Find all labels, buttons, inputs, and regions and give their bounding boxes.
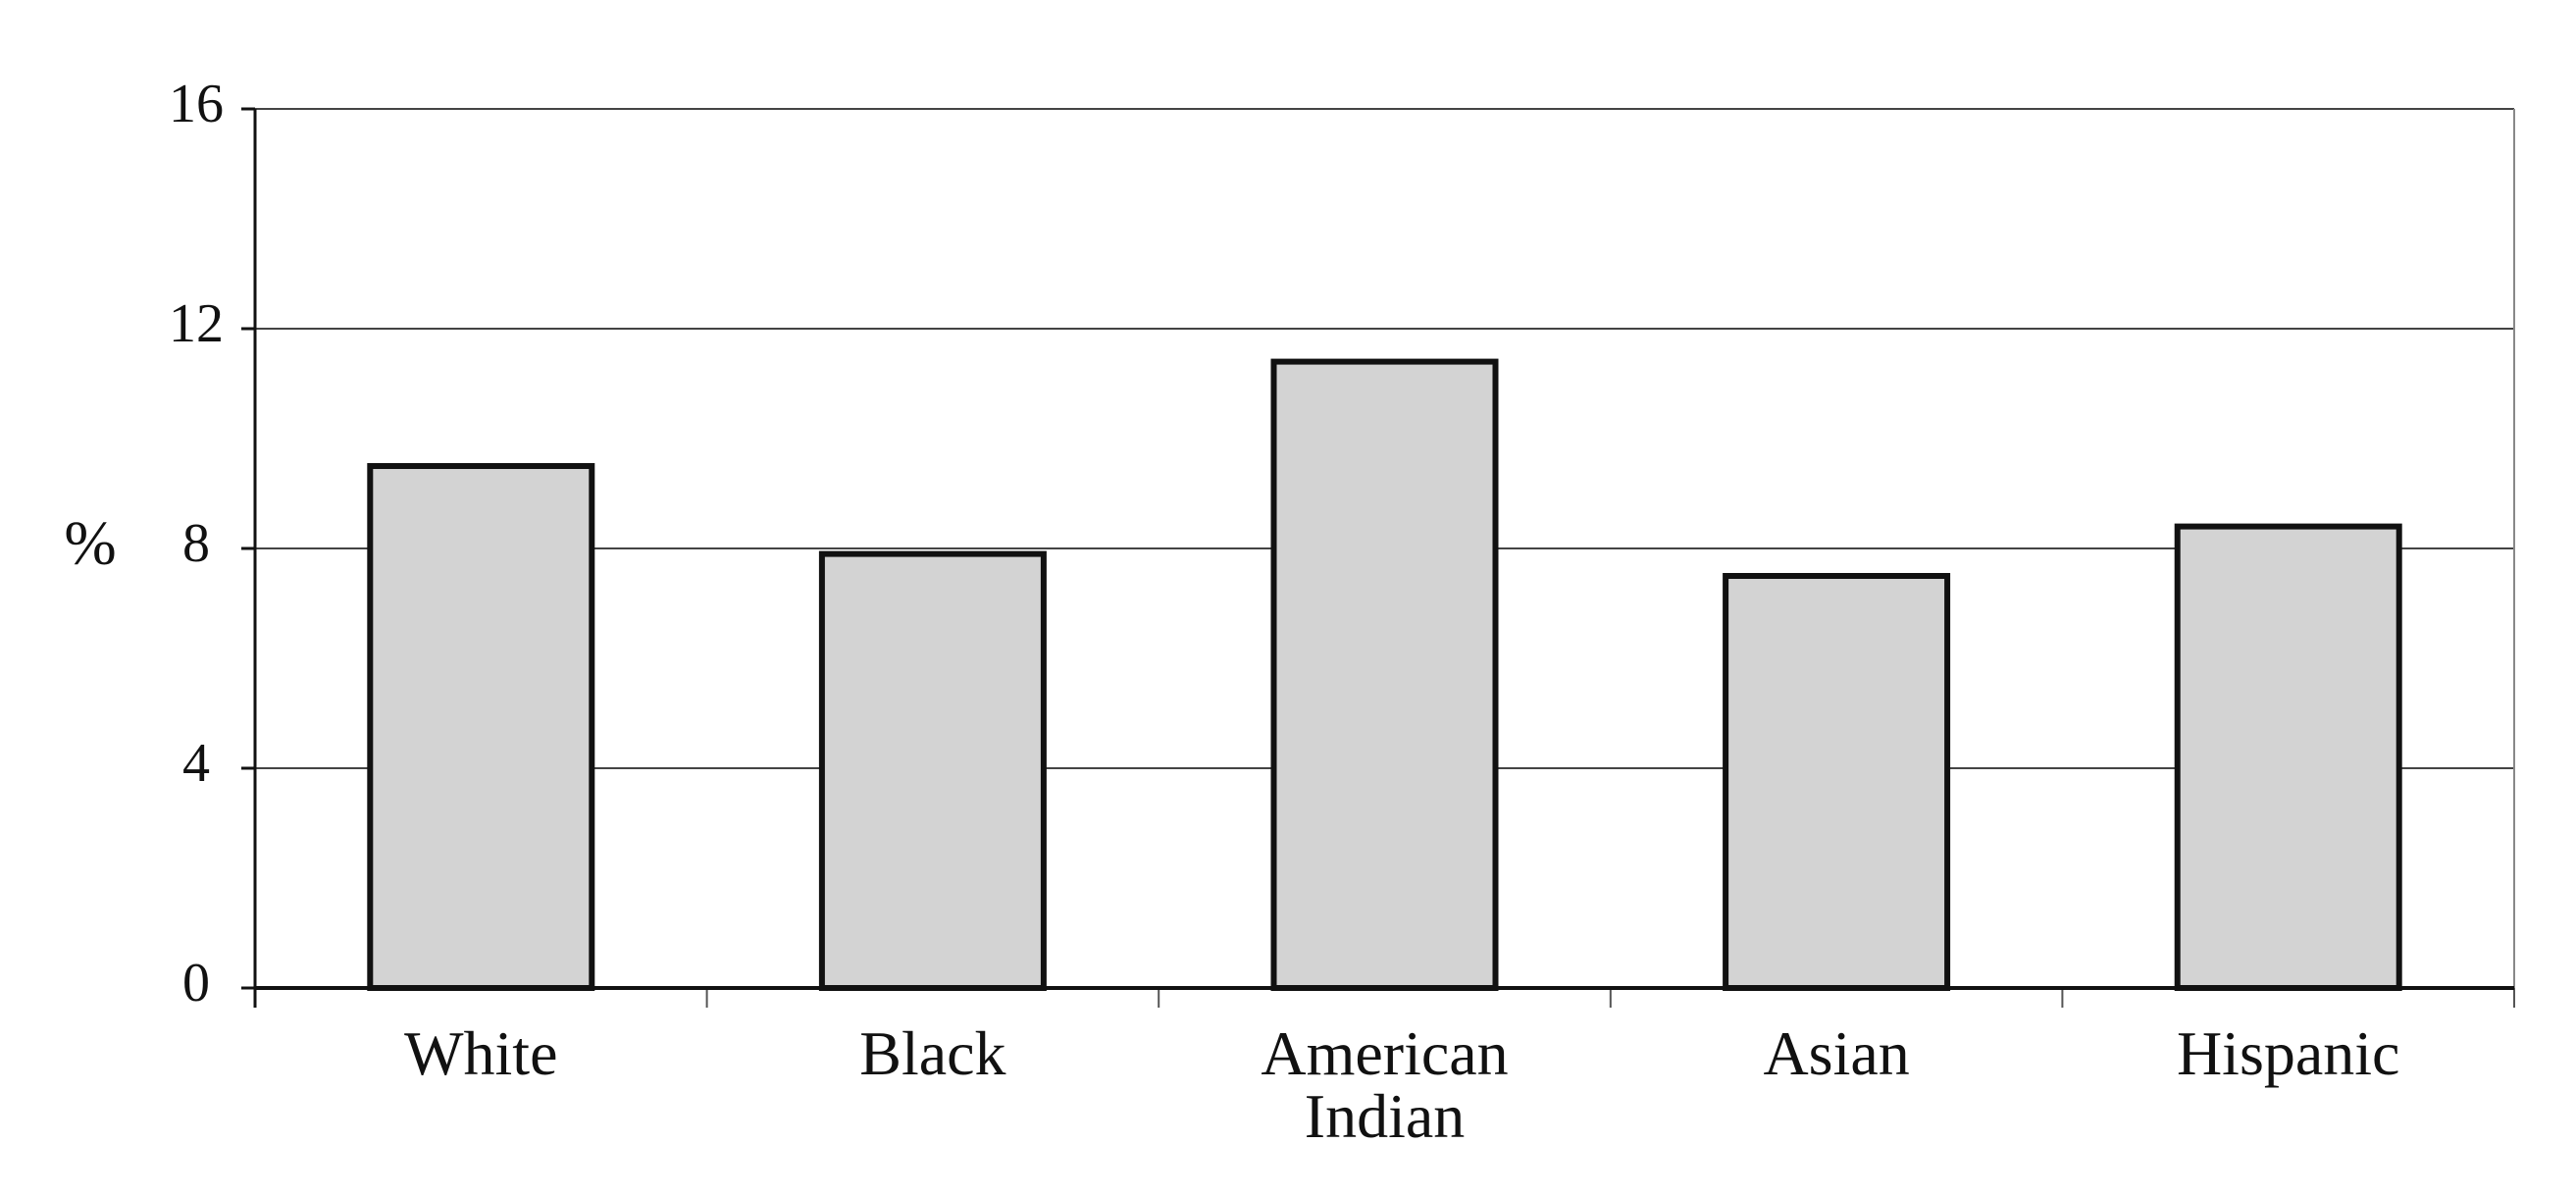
y-axis-label: % xyxy=(64,508,116,578)
bar xyxy=(367,463,595,991)
x-tick-label: White xyxy=(404,1018,558,1088)
y-tick-label: 8 xyxy=(182,513,210,574)
x-tick-label: Asian xyxy=(1763,1018,1910,1088)
x-tick-label: American Indian xyxy=(1261,1018,1509,1151)
y-tick-label: 4 xyxy=(182,733,210,794)
y-tick-label: 12 xyxy=(169,293,224,354)
x-tick-label: Black xyxy=(859,1018,1006,1088)
y-tick-label: 0 xyxy=(182,953,210,1014)
bar xyxy=(2174,523,2402,991)
bar xyxy=(818,550,1047,991)
bar xyxy=(1270,358,1499,992)
x-tick-label: Hispanic xyxy=(2176,1018,2400,1088)
bar xyxy=(1723,573,1951,991)
y-tick-label: 16 xyxy=(169,74,224,134)
